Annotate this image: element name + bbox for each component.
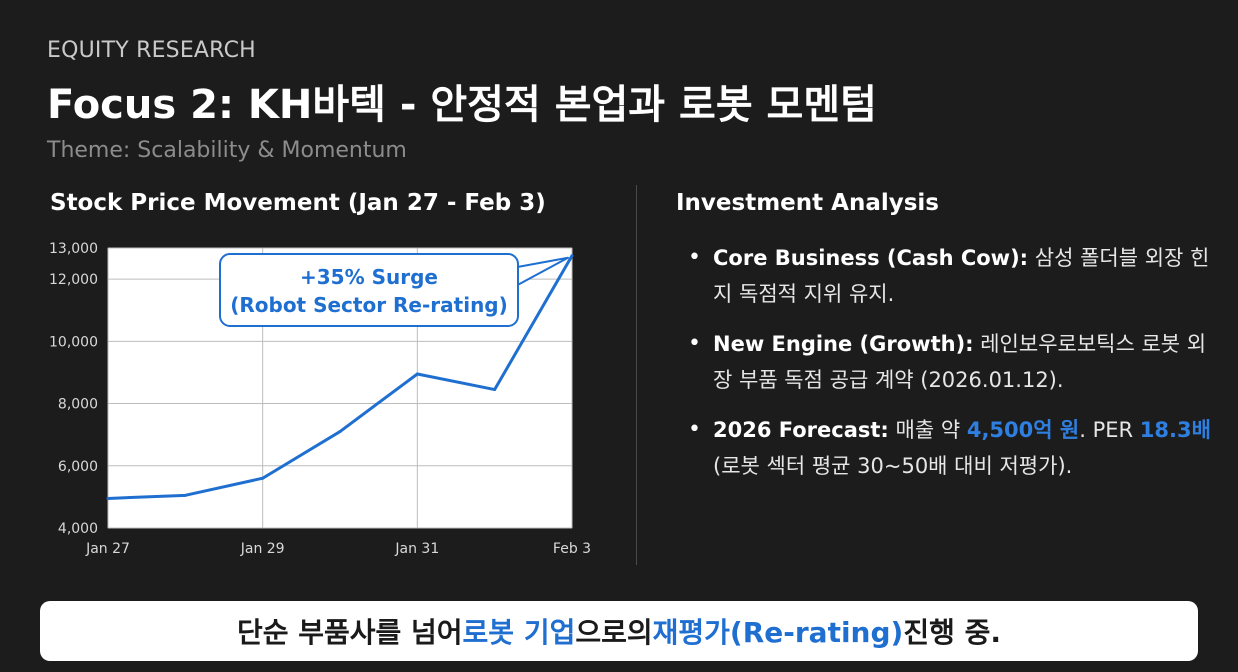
callout-box: [219, 253, 519, 327]
y-tick-label: 10,000: [49, 334, 98, 350]
callout-pointer-mask: [508, 268, 516, 288]
price-chart-svg: 4,000 6,000 8,000 10,000 12,000 13,000 Jan 27 J…: [49, 241, 591, 557]
analysis-item-text: 레인보우로보틱스 로봇 외장 부품 독점 공급 계약 (2026.01.12).: [713, 332, 1207, 392]
analysis-item-label: Core Business (Cash Cow):: [713, 246, 1029, 270]
chart-title: Stock Price Movement (Jan 27 - Feb 3): [50, 190, 546, 216]
callout-line-2: (Robot Sector Re-rating): [230, 293, 508, 317]
x-tick-label: Jan 27: [85, 541, 130, 557]
price-data-point: [261, 476, 265, 480]
analysis-item-core: • Core Business (Cash Cow): 삼성 폴더블 외장 힌지…: [688, 240, 1218, 312]
x-tick-label: Jan 29: [240, 541, 285, 557]
section-kicker: EQUITY RESEARCH: [47, 38, 256, 63]
x-tick-label: Jan 31: [394, 541, 439, 557]
banner-text-3: 진행 중.: [903, 616, 1002, 649]
analysis-list: • Core Business (Cash Cow): 삼성 폴더블 외장 힌지…: [688, 240, 1218, 498]
bullet-dot-icon: •: [688, 417, 701, 442]
banner-text-2: 으로의: [575, 616, 653, 649]
y-tick-label: 8,000: [58, 397, 98, 413]
column-divider: [636, 185, 637, 565]
forecast-text-1: 매출 약: [888, 418, 967, 442]
page-subtitle: Theme: Scalability & Momentum: [47, 138, 407, 163]
bullet-dot-icon: •: [688, 331, 701, 356]
analysis-item-engine: • New Engine (Growth): 레인보우로보틱스 로봇 외장 부품…: [688, 326, 1218, 398]
banner-highlight-robot: 로봇 기업: [462, 616, 576, 649]
analysis-item-forecast: • 2026 Forecast: 매출 약 4,500억 원. PER 18.3…: [688, 412, 1218, 484]
forecast-text-2: . PER: [1079, 418, 1140, 442]
price-data-point: [493, 388, 497, 392]
price-data-point: [106, 496, 110, 500]
forecast-revenue: 4,500억 원: [966, 418, 1080, 442]
analysis-item-text: 삼성 폴더블 외장 힌지 독점적 지위 유지.: [713, 246, 1210, 306]
forecast-text-3: (로봇 섹터 평균 30~50배 대비 저평가).: [713, 454, 1073, 478]
callout-line-1: +35% Surge: [300, 265, 438, 289]
price-data-point: [338, 430, 342, 434]
summary-banner: 단순 부품사를 넘어 로봇 기업 으로의 재평가(Re-rating) 진행 중.: [40, 601, 1198, 661]
y-tick-label: 4,000: [58, 521, 98, 537]
y-tick-label: 13,000: [49, 241, 98, 257]
price-data-point: [183, 493, 187, 497]
price-data-point: [570, 254, 574, 258]
bullet-dot-icon: •: [688, 245, 701, 270]
x-tick-label: Feb 3: [553, 541, 591, 557]
banner-highlight-rerating: 재평가(Re-rating): [652, 616, 904, 649]
price-chart: 4,000 6,000 8,000 10,000 12,000 13,000 Jan 27 J…: [20, 228, 620, 568]
y-tick-label: 6,000: [58, 459, 98, 475]
y-tick-label: 12,000: [49, 272, 98, 288]
price-data-point: [415, 372, 419, 376]
forecast-per: 18.3배: [1139, 418, 1211, 442]
analysis-title: Investment Analysis: [676, 190, 939, 216]
banner-text-1: 단순 부품사를 넘어: [236, 616, 463, 649]
analysis-item-label: 2026 Forecast:: [713, 418, 889, 442]
analysis-item-label: New Engine (Growth):: [713, 332, 974, 356]
page-title: Focus 2: KH바텍 - 안정적 본업과 로봇 모멘텀: [47, 82, 877, 128]
